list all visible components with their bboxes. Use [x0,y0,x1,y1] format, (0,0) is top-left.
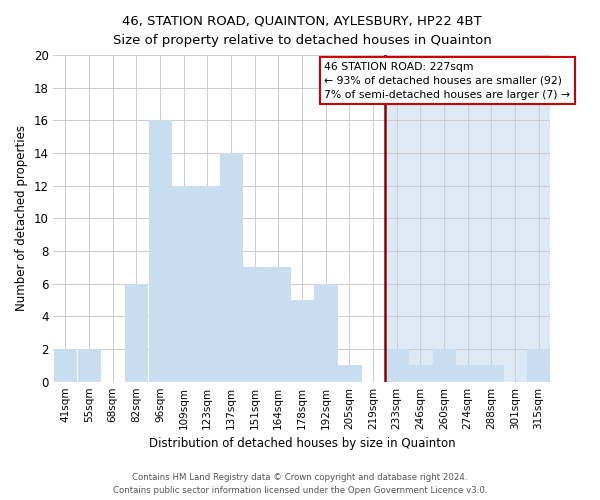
Bar [196,186,218,382]
Bar [172,186,195,382]
Bar [314,284,337,382]
Text: Contains HM Land Registry data © Crown copyright and database right 2024.
Contai: Contains HM Land Registry data © Crown c… [113,474,487,495]
Bar [244,268,266,382]
Bar [527,349,550,382]
Bar [409,366,431,382]
Bar [290,300,313,382]
Bar [457,366,479,382]
Bar [149,120,171,382]
Bar [125,284,148,382]
Bar [54,349,76,382]
Bar [54,349,76,382]
Bar [314,284,337,382]
Bar [172,186,195,382]
Bar [149,120,171,382]
Text: 46 STATION ROAD: 227sqm
← 93% of detached houses are smaller (92)
7% of semi-det: 46 STATION ROAD: 227sqm ← 93% of detache… [324,62,571,100]
Bar [433,349,455,382]
Bar [338,366,361,382]
Bar [77,349,100,382]
Bar [267,268,290,382]
Bar [385,55,550,382]
Bar [244,268,266,382]
X-axis label: Distribution of detached houses by size in Quainton: Distribution of detached houses by size … [149,437,455,450]
Bar [527,349,550,382]
Bar [480,366,503,382]
Bar [77,349,100,382]
Y-axis label: Number of detached properties: Number of detached properties [15,126,28,312]
Bar [480,366,503,382]
Title: 46, STATION ROAD, QUAINTON, AYLESBURY, HP22 4BT
Size of property relative to det: 46, STATION ROAD, QUAINTON, AYLESBURY, H… [113,15,491,47]
Bar [220,153,242,382]
Bar [338,366,361,382]
Bar [433,349,455,382]
Bar [385,349,408,382]
Bar [409,366,431,382]
Bar [220,153,242,382]
Bar [290,300,313,382]
Bar [267,268,290,382]
Bar [196,186,218,382]
Bar [457,366,479,382]
Bar [125,284,148,382]
Bar [385,349,408,382]
